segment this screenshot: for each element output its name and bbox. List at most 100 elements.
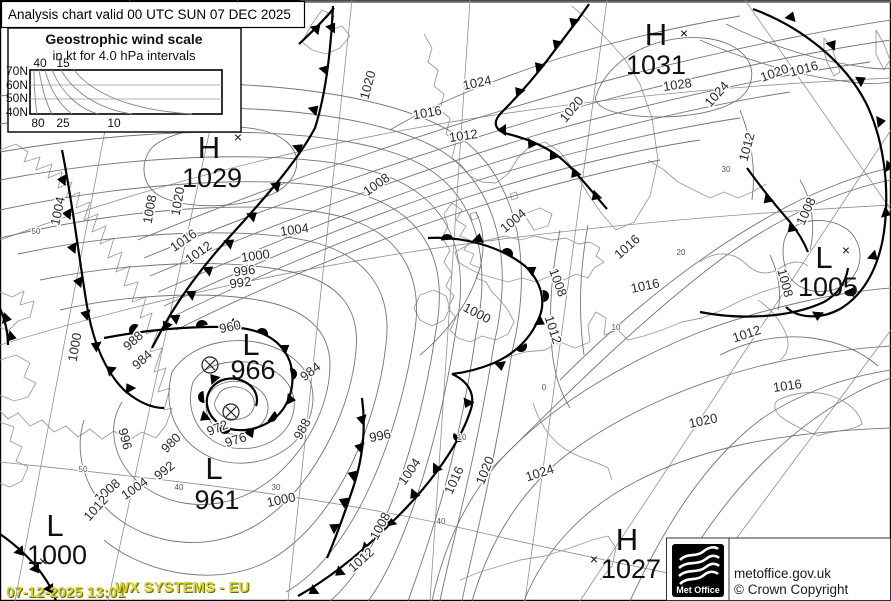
wind-scale-subtitle: in kt for 4.0 hPa intervals: [52, 48, 196, 63]
graticule-value-label: 40: [437, 517, 446, 526]
cold-front-triangle: [6, 330, 17, 342]
cold-front-triangle: [880, 206, 891, 218]
cold-front-triangle: [62, 208, 72, 220]
cold-front-triangle: [57, 174, 67, 186]
cold-front-triangle: [410, 488, 421, 499]
cold-front-triangle: [472, 233, 484, 244]
cold-front-triangle: [534, 62, 546, 74]
cold-front-triangle: [200, 410, 211, 421]
cold-front-triangle: [494, 360, 506, 371]
chart-title: Analysis chart valid 00 UTC SUN 07 DEC 2…: [8, 7, 291, 22]
cold-front-triangle: [361, 541, 372, 552]
cold-front-triangle: [549, 149, 560, 161]
graticule-value-label: 20: [677, 248, 686, 257]
coastlines: [0, 5, 891, 601]
cold-front-triangle: [210, 374, 221, 385]
isobar-value-label: 996: [368, 426, 392, 445]
front-line: [151, 5, 335, 349]
website-url: metoffice.gov.uk: [734, 566, 831, 581]
warm-front-semicircle: [256, 328, 268, 337]
wind-scale-bottom-tick: 10: [107, 116, 121, 130]
cold-front-triangle: [552, 39, 564, 51]
pressure-center-value: 1031: [626, 50, 686, 80]
isobar-value-label: 996: [115, 426, 135, 451]
wind-scale-bottom-tick: 80: [31, 116, 45, 130]
cold-front-triangle: [855, 76, 866, 88]
graticule-value-label: 10: [458, 433, 467, 442]
cold-front-triangle: [169, 314, 181, 325]
cold-front-triangle: [876, 116, 886, 128]
cold-front-triangle: [571, 167, 582, 178]
cold-front-triangle: [13, 545, 24, 556]
front-line: [746, 167, 810, 253]
pressure-center-letter: L: [205, 451, 222, 486]
front-line: [297, 372, 474, 597]
cold-front-triangle: [202, 266, 214, 277]
pressure-center-cross: ×: [680, 25, 688, 41]
system-stamp: WX SYSTEMS - EU: [115, 579, 249, 596]
pressure-center-value: 1027: [601, 554, 661, 584]
cold-front-triangle: [812, 311, 824, 321]
cold-front-triangle: [125, 383, 137, 394]
cold-front-triangle: [356, 414, 367, 426]
cold-front-triangle: [1, 312, 12, 324]
front-line: [699, 267, 850, 318]
cold-front-triangle: [386, 515, 398, 527]
wind-scale-box: Geostrophic wind scale in kt for 4.0 hPa…: [6, 27, 242, 133]
timestamp: 07-12-2025 13:01: [6, 584, 125, 601]
isobar-value-label: 1016: [412, 103, 443, 123]
weather-fronts: [0, 3, 891, 601]
wind-scale-lat-label: 50N: [6, 91, 28, 105]
graticule-value-label: 50: [32, 227, 41, 236]
isobar-value-label: 1020: [168, 186, 188, 217]
cold-front-triangle: [246, 212, 257, 223]
cold-front-triangle: [569, 17, 581, 29]
graticule-value-label: 50: [79, 465, 88, 474]
cold-front-triangle: [763, 192, 775, 204]
cold-front-triangle: [106, 366, 117, 377]
cold-front-triangle: [463, 397, 475, 409]
credit-block: Met Office metoffice.gov.uk © Crown Copy…: [666, 537, 891, 601]
met-office-logo-waves: [678, 546, 720, 585]
pressure-center-value: 1005: [798, 272, 858, 302]
cold-front-triangle: [591, 189, 603, 201]
cold-front-triangle: [885, 160, 891, 172]
wind-scale-bottom-ticks: 80 25 10: [31, 116, 121, 130]
isobar-value-label: 1004: [279, 220, 310, 239]
cold-front-triangle: [80, 309, 91, 321]
graticule-value-label: 10: [612, 323, 621, 332]
cold-front-triangle: [270, 182, 281, 193]
pressure-center-cross: ×: [842, 242, 850, 258]
isobar-value-label: 1016: [772, 376, 803, 395]
isobar-value-label: 1008: [140, 194, 160, 225]
wind-scale-title: Geostrophic wind scale: [45, 31, 202, 47]
cold-front-triangle: [432, 462, 443, 474]
pressure-center-letter: L: [242, 327, 259, 362]
cold-front-triangle: [825, 40, 836, 51]
cold-front-triangle: [338, 497, 350, 509]
isobar-value-label: 960: [218, 317, 242, 336]
front-line: [494, 3, 608, 210]
cold-front-triangle: [354, 442, 365, 454]
stamps: 07-12-2025 13:01 WX SYSTEMS - EU: [6, 579, 249, 601]
cold-front-triangle: [527, 138, 539, 149]
wind-scale-curves: [33, 69, 193, 115]
cold-front-triangle: [308, 584, 320, 595]
cold-front-triangle: [515, 87, 526, 98]
pressure-center-letter: H: [645, 17, 667, 52]
pressure-center-letter: L: [46, 508, 63, 543]
wind-scale-lat-label: 40N: [6, 105, 28, 119]
front-line: [103, 325, 294, 432]
cold-front-triangle: [318, 65, 329, 76]
warm-front-semicircle: [542, 290, 549, 302]
pressure-center-value: 1029: [182, 163, 242, 193]
warm-front-semicircle: [515, 343, 527, 352]
pressure-center-cross: ×: [39, 553, 47, 569]
cold-front-triangle: [185, 290, 197, 301]
warm-front-semicircle: [198, 391, 205, 403]
pressure-center-value: 966: [230, 355, 275, 385]
pressure-center-value: 1000: [27, 540, 87, 570]
